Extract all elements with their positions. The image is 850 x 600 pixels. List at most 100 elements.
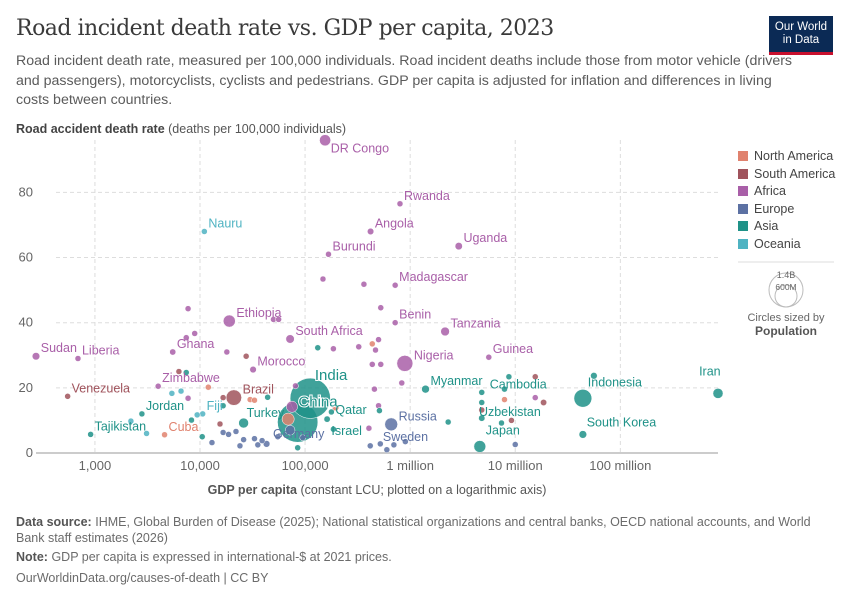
legend-item-north-america[interactable]: North America	[738, 149, 833, 163]
x-tick-label: 10 million	[488, 458, 543, 473]
data-point	[191, 330, 198, 337]
data-point	[398, 379, 406, 387]
legend-label: South America	[754, 166, 836, 181]
data-point	[532, 394, 539, 401]
legend-item-oceania[interactable]: Oceania	[738, 237, 801, 251]
y-axis-label-bold: Road accident death rate	[16, 122, 165, 136]
point-label: Brazil	[243, 383, 274, 397]
owid-logo[interactable]: Our World in Data	[769, 16, 833, 55]
legend-swatch	[738, 186, 748, 197]
legend-swatch	[738, 221, 748, 232]
legend-item-asia[interactable]: Asia	[738, 219, 778, 233]
size-legend-large-label: 1.4B	[777, 270, 796, 280]
legend-swatch	[738, 203, 748, 214]
point-label: Morocco	[257, 355, 305, 369]
point-label: Cambodia	[490, 377, 547, 391]
size-legend-small	[774, 284, 798, 308]
point-uganda	[454, 242, 463, 251]
point-label: Benin	[399, 308, 431, 322]
data-point	[183, 334, 190, 341]
point-label: Angola	[375, 216, 414, 230]
data-point	[402, 438, 409, 445]
point-label: Guinea	[493, 342, 533, 356]
point-china	[289, 377, 331, 419]
data-point	[323, 415, 331, 423]
data-point	[377, 361, 385, 368]
point-liberia	[74, 355, 82, 362]
data-point	[281, 412, 295, 426]
legend-item-africa[interactable]: Africa	[738, 184, 786, 198]
data-point	[292, 382, 299, 390]
data-point	[219, 429, 227, 436]
data-point	[478, 406, 486, 414]
point-label: Fiji	[207, 399, 223, 413]
source-text: IHME, Global Burden of Disease (2025); N…	[16, 515, 811, 545]
data-point	[501, 385, 508, 393]
data-point	[274, 433, 282, 440]
legend-swatch	[738, 168, 748, 179]
point-germany	[284, 425, 296, 436]
point-label: Indonesia	[588, 375, 642, 389]
logo-line1: Our World	[774, 21, 828, 33]
data-point	[184, 395, 192, 402]
point-label: Uzbekistan	[479, 405, 541, 419]
footer-url[interactable]: OurWorldinData.org/causes-of-death | CC …	[16, 571, 269, 585]
point-zimbabwe	[154, 382, 162, 390]
data-point	[319, 275, 327, 283]
legend-swatch	[738, 151, 748, 161]
point-burundi	[325, 251, 332, 258]
point-indonesia	[573, 389, 593, 408]
y-tick-label: 40	[19, 315, 33, 330]
point-guinea	[485, 353, 493, 361]
point-sweden	[390, 441, 398, 449]
point-label: South Korea	[587, 415, 657, 429]
point-madagascar	[391, 281, 399, 289]
data-point	[365, 424, 373, 432]
point-label: Jordan	[146, 399, 184, 413]
point-label: Tanzania	[450, 316, 500, 330]
point-label: Russia	[399, 409, 437, 423]
x-tick-label: 100 million	[589, 458, 651, 473]
data-point	[205, 383, 212, 391]
data-point	[251, 396, 258, 404]
legend-item-south-america[interactable]: South America	[738, 167, 835, 181]
point-label: Israel	[331, 424, 362, 438]
data-point	[143, 430, 150, 437]
point-label: Germany	[273, 427, 325, 441]
data-point	[369, 340, 376, 348]
data-point	[299, 434, 306, 441]
legend-label: Asia	[754, 219, 779, 234]
point-rwanda	[396, 200, 404, 208]
point-label: Venezuela	[72, 381, 130, 395]
data-point	[175, 368, 183, 375]
point-turkey	[238, 417, 249, 429]
point-label: China	[298, 393, 338, 410]
point-ghana	[169, 348, 177, 356]
data-point	[198, 433, 206, 440]
point-label: India	[315, 367, 348, 384]
data-point	[223, 348, 231, 356]
point-sudan	[31, 352, 41, 361]
point-label: DR Congo	[331, 141, 389, 155]
data-point	[219, 402, 227, 410]
data-point	[478, 399, 486, 406]
point-label: South Africa	[295, 324, 362, 338]
data-point	[532, 373, 539, 381]
point-south-africa	[285, 334, 295, 344]
data-point	[177, 387, 185, 395]
data-point	[240, 436, 247, 443]
data-point	[540, 399, 547, 406]
data-point	[232, 428, 240, 435]
point-japan	[473, 440, 487, 453]
data-point	[236, 442, 244, 450]
point-label: Rwanda	[404, 189, 450, 203]
y-axis-label: Road accident death rate (deaths per 100…	[16, 122, 346, 136]
point-label: Iran	[699, 364, 721, 378]
point-iran	[712, 388, 724, 399]
y-tick-label: 0	[26, 445, 33, 460]
size-legend-caption: Circles sized by Population	[738, 312, 834, 338]
legend-item-europe[interactable]: Europe	[738, 202, 794, 216]
point-label: Liberia	[82, 344, 120, 358]
data-point	[275, 316, 282, 323]
point-label: Tajikistan	[95, 419, 146, 433]
